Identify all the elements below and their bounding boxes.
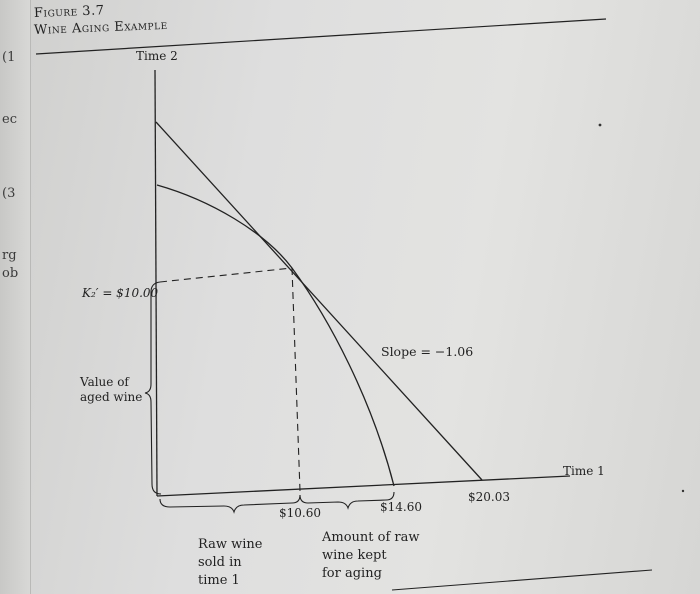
aged-value-label-2: aged wine <box>80 390 142 404</box>
adjacent-page-edge: (1 ec (3 rg ob <box>0 0 31 594</box>
bottom-rule <box>391 569 653 591</box>
raw-sold-label-3: time 1 <box>198 573 240 588</box>
kept-label-1: Amount of raw <box>321 530 420 545</box>
kept-brace <box>299 491 395 510</box>
margin-fragment: ec <box>2 112 17 127</box>
margin-fragment: (1 <box>2 50 16 65</box>
aged-value-label-1: Value of <box>79 375 130 389</box>
tick-label-1060: $10.60 <box>279 506 321 520</box>
x-axis <box>156 475 571 497</box>
kept-label-3: for aging <box>322 566 382 581</box>
k2-label: K₂′ = $10.00 <box>81 286 159 300</box>
header-rule <box>35 18 607 55</box>
margin-fragment: ob <box>2 266 19 281</box>
tick-label-1460: $14.60 <box>380 500 422 514</box>
print-speck <box>681 489 685 493</box>
print-speck <box>598 123 602 127</box>
tangent-line <box>155 121 483 481</box>
margin-fragment: rg <box>2 248 17 263</box>
raw-sold-label-2: sold in <box>198 555 242 570</box>
slope-label: Slope = −1.06 <box>381 344 473 359</box>
raw-sold-brace <box>159 494 301 514</box>
y-axis-label: Time 2 <box>136 49 178 63</box>
aged-value-brace <box>144 281 162 495</box>
margin-fragment: (3 <box>2 186 16 201</box>
investment-opportunity-curve <box>156 184 395 487</box>
kept-label-2: wine kept <box>322 548 387 563</box>
raw-sold-label-1: Raw wine <box>198 537 263 552</box>
tick-label-2003: $20.03 <box>468 490 510 504</box>
x-axis-label: Time 1 <box>563 464 605 478</box>
k2-dashed-guide <box>159 267 293 283</box>
t1-dashed-guide <box>291 267 301 492</box>
